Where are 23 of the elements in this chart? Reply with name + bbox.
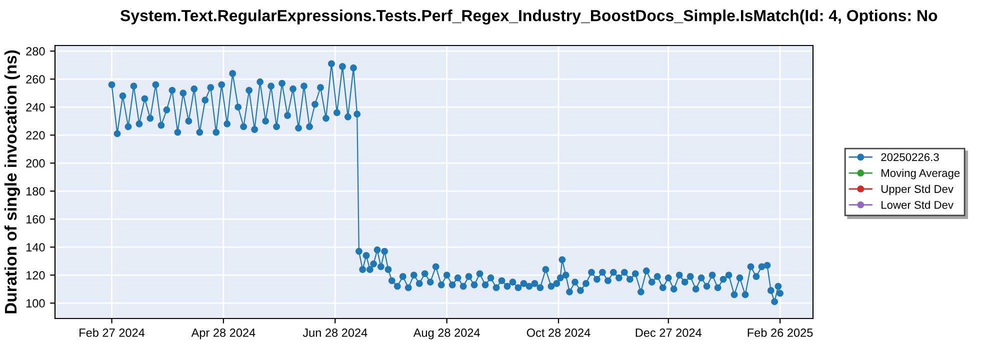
y-tick-label: 240 — [26, 103, 45, 112]
x-tick-label: Dec 27 2024 — [636, 328, 702, 337]
legend-label: Moving Average — [882, 168, 960, 180]
x-tick-label: Feb 26 2025 — [748, 328, 813, 337]
legend-label: Lower Std Dev — [882, 200, 954, 209]
y-tick-label: 120 — [26, 271, 45, 280]
y-tick-label: 180 — [26, 187, 45, 196]
legend-label: 20250226.3 — [881, 153, 939, 162]
y-axis-title: Duration of single invocation (ns) — [4, 50, 20, 314]
y-tick-label: 200 — [26, 159, 45, 168]
y-tick-label: 280 — [26, 47, 45, 56]
x-tick-label: Apr 28 2024 — [191, 328, 256, 340]
x-tick-label: Jun 28 2024 — [302, 328, 368, 337]
y-tick-label: 160 — [26, 215, 45, 224]
legend-label: Upper Std Dev — [882, 184, 954, 196]
y-tick-label: 220 — [26, 131, 45, 140]
x-tick-label: Oct 28 2024 — [526, 328, 590, 337]
y-tick-label: 100 — [26, 299, 45, 308]
y-tick-label: 140 — [26, 243, 45, 252]
y-tick-label: 260 — [26, 75, 45, 84]
x-tick-label: Feb 27 2024 — [80, 328, 145, 337]
x-tick-label: Aug 28 2024 — [413, 328, 480, 340]
chart-title: System.Text.RegularExpressions.Tests.Perf_Regex_Industry_BoostDocs_Simple.IsMatch(Id: 4, Options: No — [120, 10, 938, 24]
